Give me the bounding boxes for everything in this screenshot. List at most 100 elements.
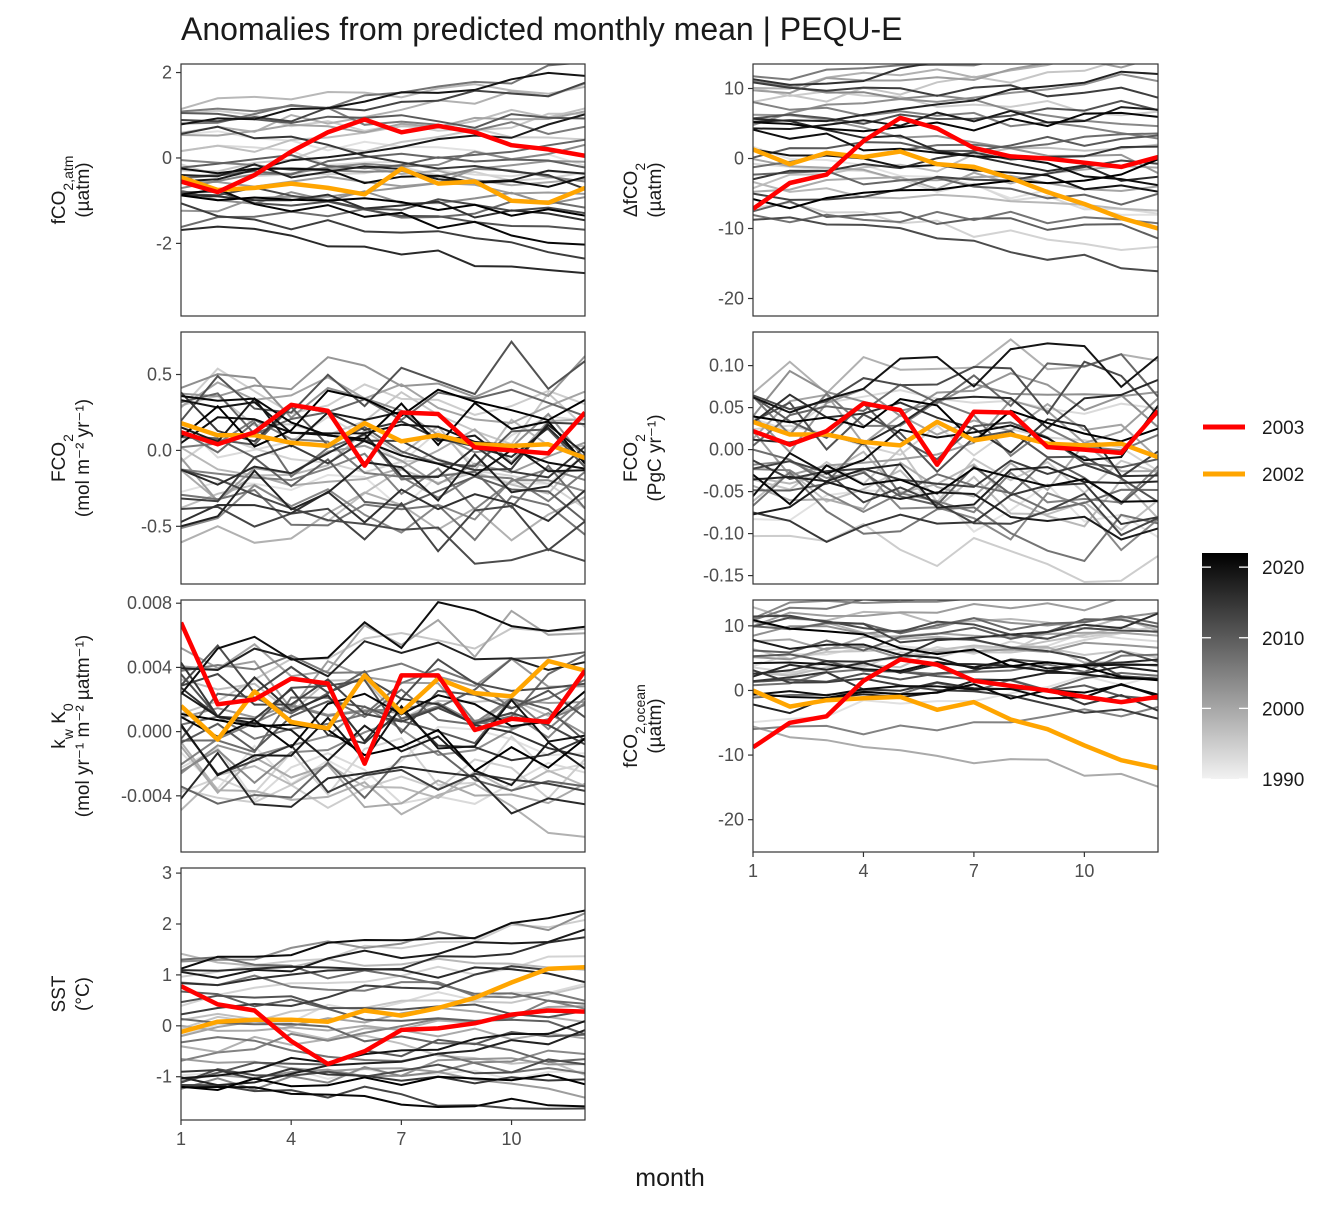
year-line (181, 418, 585, 503)
year-line (181, 355, 585, 399)
year-line (181, 451, 585, 523)
year-line (753, 181, 1158, 212)
chart-title: Anomalies from predicted monthly mean | … (181, 11, 902, 47)
y-axis-label-name: fCO2,atm (49, 156, 76, 225)
year-line (753, 201, 1158, 252)
year-line (753, 64, 1049, 86)
y-axis-label-name: ΔfCO2 (621, 163, 648, 217)
year-line (753, 600, 966, 620)
year-line (181, 452, 585, 528)
x-tick-label: 1 (748, 861, 758, 881)
year-line (753, 372, 1158, 454)
panel-delta_fCO2: 10 0 -10 -20 ΔfCO2(µatm) (621, 63, 1159, 317)
year-line (753, 80, 1158, 128)
year-line (181, 758, 585, 810)
legend-label-2003: 2003 (1262, 418, 1304, 439)
year-line (181, 81, 585, 123)
plot-area (181, 909, 585, 1110)
y-axis-label-name: kw K0 (49, 703, 76, 749)
year-line (753, 631, 1158, 652)
y-tick-label: -10 (718, 745, 744, 765)
series-line-2003 (181, 402, 585, 468)
y-axis-label-unit: (mol m⁻² yr⁻¹) (73, 399, 94, 517)
year-line (753, 450, 1158, 528)
plot-area (181, 64, 585, 275)
year-line (753, 725, 1158, 788)
year-line (181, 71, 585, 126)
year-line (181, 1084, 585, 1110)
year-line (181, 104, 585, 136)
y-tick-label: 0.5 (147, 365, 172, 385)
y-axis-label-unit: (mol yr⁻¹ m⁻² µatm⁻¹) (73, 635, 94, 817)
x-tick-label: 4 (286, 1129, 296, 1149)
year-line (181, 713, 585, 773)
year-line (753, 64, 1056, 90)
year-line (181, 1067, 585, 1085)
year-line (181, 491, 585, 544)
y-axis-label-unit: (µatm) (73, 162, 94, 217)
plot-area (753, 64, 1158, 273)
y-axis-label: SST (°C) (49, 975, 94, 1012)
panel-frame (752, 63, 1159, 317)
year-line (181, 1085, 585, 1109)
y-tick-label: -20 (718, 810, 744, 830)
plot-area (753, 338, 1158, 584)
year-line (753, 369, 1158, 428)
y-tick-label: 1 (162, 965, 172, 985)
year-line (181, 163, 585, 183)
y-tick-label: 3 (162, 863, 172, 883)
y-tick-label: 0 (734, 680, 744, 700)
year-line (181, 956, 585, 1005)
series-line-2003 (753, 115, 1158, 211)
year-line (753, 600, 1119, 628)
year-line (181, 113, 585, 183)
panel-kw_K0: 0.008 0.004 0.000 -0.004 kw K0(mol yr⁻¹ m⁻² … (49, 593, 586, 853)
y-tick-label: 10 (724, 616, 744, 636)
year-line (753, 398, 1158, 444)
series-line-2003 (181, 984, 585, 1067)
colorbar-tick-label: 2010 (1262, 629, 1304, 650)
colorbar-tick-label: 1990 (1262, 770, 1304, 791)
y-tick-label: 0.10 (709, 356, 744, 376)
y-axis-label: FCO2(PgC yr⁻¹) (621, 414, 666, 501)
year-line (181, 107, 585, 153)
year-line (753, 64, 986, 81)
year-line (181, 928, 585, 979)
year-line (181, 657, 585, 719)
year-line (181, 388, 585, 436)
year-line (181, 64, 576, 125)
year-line (753, 522, 1158, 584)
year-line (181, 468, 585, 565)
year-line (181, 1030, 585, 1083)
year-line (181, 1058, 585, 1084)
y-axis-label-name: FCO2 (621, 434, 648, 482)
year-line (753, 638, 1158, 680)
year-line (181, 751, 585, 815)
plot-area (753, 600, 1158, 788)
year-line (181, 919, 585, 978)
y-tick-label: -20 (718, 289, 744, 309)
y-tick-label: 10 (724, 79, 744, 99)
y-axis-label: fCO2,ocean(µatm) (621, 684, 666, 768)
y-tick-label: 0 (734, 149, 744, 169)
panel-fCO2_ocean: 10 0 -10 -20 1 4 7 10 fCO2,ocean(µatm) (621, 599, 1159, 881)
panel-frame (180, 867, 586, 1121)
year-line (753, 482, 1158, 544)
year-line (181, 741, 585, 838)
year-line (181, 376, 585, 425)
colorbar-tick-label: 2000 (1262, 699, 1304, 720)
year-line (753, 64, 1137, 95)
year-line (181, 194, 585, 217)
year-line (753, 600, 919, 622)
panel-frame (180, 63, 586, 317)
year-line (753, 216, 1158, 273)
year-line (181, 1058, 585, 1099)
year-line (181, 965, 585, 984)
x-tick-label: 7 (396, 1129, 406, 1149)
legend: 2003 2002 (1203, 418, 1304, 486)
y-axis-label-name: FCO2 (49, 434, 76, 482)
year-line (753, 658, 1158, 672)
year-line (753, 200, 1158, 240)
series-line-2003 (181, 621, 585, 766)
